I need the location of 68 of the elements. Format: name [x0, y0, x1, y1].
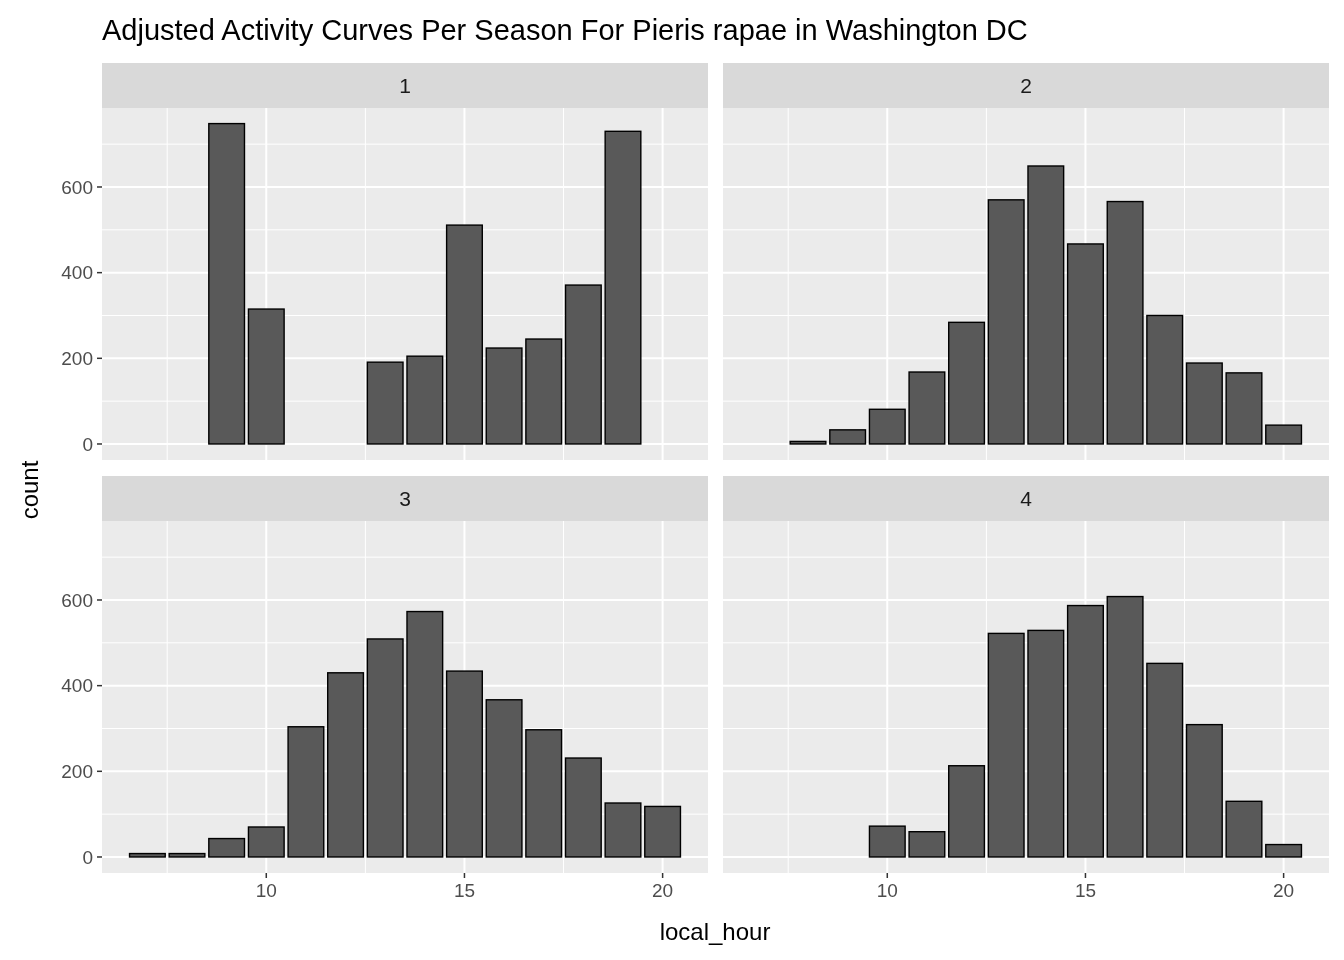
bar — [525, 729, 563, 858]
bar — [247, 308, 285, 445]
x-tick-label: 10 — [876, 880, 898, 901]
bar — [208, 837, 246, 858]
text: Adjusted Activity Curves Per Season For Pieris rapae in Washington DC — [102, 14, 1028, 46]
bar — [908, 371, 946, 445]
bar — [868, 408, 906, 445]
bar — [366, 361, 404, 445]
bar — [1265, 424, 1303, 445]
bar — [789, 440, 827, 445]
bar — [987, 199, 1025, 445]
y-tick-label: 400 — [61, 675, 93, 697]
bar — [485, 347, 523, 445]
bar — [908, 831, 946, 858]
bar — [987, 632, 1025, 858]
y-tick-label: 600 — [61, 176, 93, 198]
y-axis-title: count — [16, 460, 43, 520]
bar — [829, 429, 867, 445]
chart-title: 2 — [1020, 74, 1032, 97]
bar — [1066, 604, 1104, 858]
bar — [525, 338, 563, 445]
bar — [445, 670, 483, 858]
bar — [868, 825, 906, 858]
chart-title: 4 — [1020, 487, 1033, 510]
y-tick-label: 0 — [82, 846, 93, 868]
bar — [208, 122, 246, 445]
bar — [948, 765, 986, 858]
y-tick-label: 200 — [61, 347, 93, 369]
y-tick-label: 200 — [61, 760, 93, 782]
bar — [1106, 200, 1144, 445]
x-tick-label: 20 — [652, 880, 674, 901]
y-tick-label: 0 — [82, 433, 93, 455]
bar — [644, 805, 682, 858]
bar — [604, 802, 642, 858]
bar — [247, 826, 285, 858]
chart-title: 3 — [399, 487, 411, 510]
bar — [168, 852, 206, 858]
x-axis-title: local_hour — [659, 918, 771, 945]
x-tick-label: 15 — [453, 880, 476, 901]
bar — [1185, 723, 1223, 858]
bar — [445, 224, 483, 445]
x-tick-label: 10 — [255, 880, 277, 901]
bar — [1106, 595, 1144, 858]
bar — [1185, 362, 1223, 445]
bar — [1225, 372, 1263, 445]
x-tick-label: 20 — [1273, 880, 1295, 901]
bar — [485, 699, 523, 858]
y-tick-label: 400 — [61, 262, 93, 284]
bar — [564, 757, 602, 858]
bar — [1146, 662, 1184, 858]
bar — [1066, 243, 1104, 445]
bar — [366, 638, 404, 858]
bar — [1225, 800, 1263, 858]
bar — [564, 284, 602, 445]
bar — [128, 852, 166, 858]
bar — [948, 321, 986, 445]
bar — [604, 130, 642, 445]
bar — [1265, 843, 1303, 858]
bar — [1027, 629, 1065, 858]
bar — [1146, 314, 1184, 445]
bar — [327, 672, 365, 858]
chart-title: 1 — [399, 74, 411, 97]
bar — [1027, 165, 1065, 445]
x-tick-label: 15 — [1074, 880, 1097, 901]
bar — [406, 355, 444, 445]
bar — [287, 726, 325, 858]
y-tick-label: 600 — [61, 589, 93, 611]
bar — [406, 610, 444, 858]
